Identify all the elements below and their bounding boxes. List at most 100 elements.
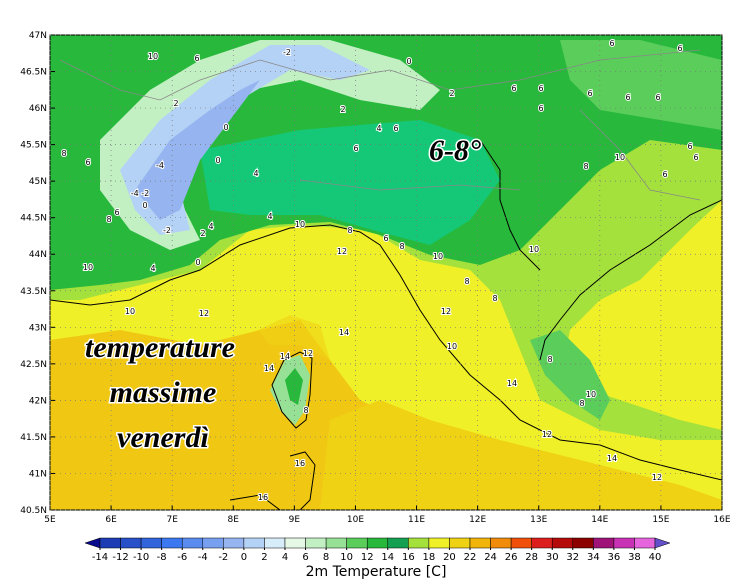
colorbar-segment: [305, 537, 327, 549]
overlay-line: temperature: [85, 331, 235, 364]
axes: 47N 46.5N 46N 45.5N 45N 44.5N 44N 43.5N 43N 42.5N…: [20, 31, 731, 525]
lat-label: 45.5N: [20, 141, 47, 151]
overlay-line: massime: [110, 376, 217, 409]
colorbar-segment: [531, 537, 553, 549]
lat-label: 42.5N: [20, 360, 47, 370]
contour-label: 2: [340, 105, 345, 114]
contour-label: 10: [83, 263, 93, 272]
contour-label: 2: [449, 89, 454, 98]
contour-label: 6: [662, 170, 667, 179]
colorbar-label: 18: [423, 552, 436, 563]
colorbar-segment: [223, 537, 245, 549]
colorbar-segment: [572, 537, 594, 549]
contour-label: 4: [253, 169, 258, 178]
contour-label: 14: [280, 352, 290, 361]
colorbar-label: 2: [261, 552, 267, 563]
contour-label: 8: [106, 215, 111, 224]
contour-label: 8: [347, 226, 352, 235]
lon-label: 16E: [713, 515, 730, 525]
colorbar-label: 0: [241, 552, 247, 563]
colorbar-high: [654, 537, 671, 549]
lon-label: 5E: [44, 515, 56, 525]
colorbar-segment: [408, 537, 430, 549]
contour-label: 4: [376, 124, 381, 133]
colorbar-label: -12: [112, 552, 128, 563]
colorbar-label: 24: [484, 552, 497, 563]
contour-label: 6: [693, 153, 698, 162]
contour-label: 12: [199, 309, 209, 318]
colorbar-label: 26: [505, 552, 518, 563]
colorbar-label: -2: [218, 552, 228, 563]
contour-label: 6: [609, 39, 614, 48]
lat-label: 46.5N: [20, 68, 47, 78]
colorbar-label: -10: [133, 552, 149, 563]
colorbar-label: 32: [566, 552, 579, 563]
contour-label: 8: [61, 149, 66, 158]
colorbar-label: 36: [608, 552, 621, 563]
contour-label: 10: [148, 52, 158, 61]
contour-label: -2: [283, 48, 291, 57]
lat-label: 44N: [29, 250, 47, 260]
contour-label: 0: [406, 57, 411, 66]
colorbar-segment: [593, 537, 615, 549]
colorbar-segment: [613, 537, 635, 549]
colorbar-segment: [346, 537, 368, 549]
highlight-label: 6-8°: [429, 134, 481, 167]
colorbar-title: 2m Temperature [C]: [306, 564, 447, 580]
lon-label: 12E: [469, 515, 486, 525]
colorbar-low: [84, 537, 101, 549]
lon-label: 7E: [166, 515, 178, 525]
colorbar-segment: [120, 537, 142, 549]
lat-label: 41N: [29, 469, 47, 479]
contour-label: 6: [677, 44, 682, 53]
colorbar-label: 16: [402, 552, 415, 563]
contour-label: 8: [492, 294, 497, 303]
lat-label: 44.5N: [20, 214, 47, 224]
contour-label: 14: [507, 379, 517, 388]
colorbar-label: 40: [649, 552, 662, 563]
colorbar: -14 -12 -10 -8 -6 -4 -2 0 2 4 6 8 10 12 14 16 18 20 22 24 26…: [84, 537, 671, 563]
colorbar-label: 30: [546, 552, 559, 563]
contour-label: 12: [542, 430, 552, 439]
colorbar-label: -4: [198, 552, 208, 563]
colorbar-label: 6: [302, 552, 308, 563]
contour-label: 8: [583, 162, 588, 171]
colorbar-label: 28: [525, 552, 538, 563]
contour-label: 8: [464, 277, 469, 286]
contour-label: 6: [511, 84, 516, 93]
colorbar-segment: [99, 537, 121, 549]
lon-label: 6E: [105, 515, 117, 525]
contour-label: 14: [264, 364, 274, 373]
lat-label: 45N: [29, 177, 47, 187]
colorbar-segment: [469, 537, 491, 549]
lon-label: 8E: [228, 515, 240, 525]
contour-label: 10: [295, 220, 305, 229]
contour-label: 8: [547, 355, 552, 364]
colorbar-segment: [243, 537, 265, 549]
contour-label: 16: [295, 459, 305, 468]
contour-label: 0: [195, 258, 200, 267]
contour-label: 12: [441, 307, 451, 316]
lat-label: 41.5N: [20, 433, 47, 443]
contour-label: 10: [529, 245, 539, 254]
lat-label: 43N: [29, 323, 47, 333]
lon-label: 11E: [408, 515, 425, 525]
contour-label: -4 -2: [131, 189, 150, 198]
lat-label: 46N: [29, 104, 47, 114]
contour-label: 8: [399, 242, 404, 251]
lat-label: 43.5N: [20, 287, 47, 297]
contour-label: 6: [687, 142, 692, 151]
colorbar-label: 10: [340, 552, 353, 563]
colorbar-segment: [264, 537, 286, 549]
contour-label: 14: [607, 454, 617, 463]
colorbar-segment: [634, 537, 656, 549]
contour-label: 10: [433, 252, 443, 261]
contour-label: 8: [579, 399, 584, 408]
contour-label: 6: [655, 93, 660, 102]
contour-label: 10: [125, 307, 135, 316]
contour-label: 6: [625, 93, 630, 102]
contour-label: 6: [538, 84, 543, 93]
colorbar-segment: [181, 537, 204, 549]
contour-label: 14: [339, 328, 349, 337]
